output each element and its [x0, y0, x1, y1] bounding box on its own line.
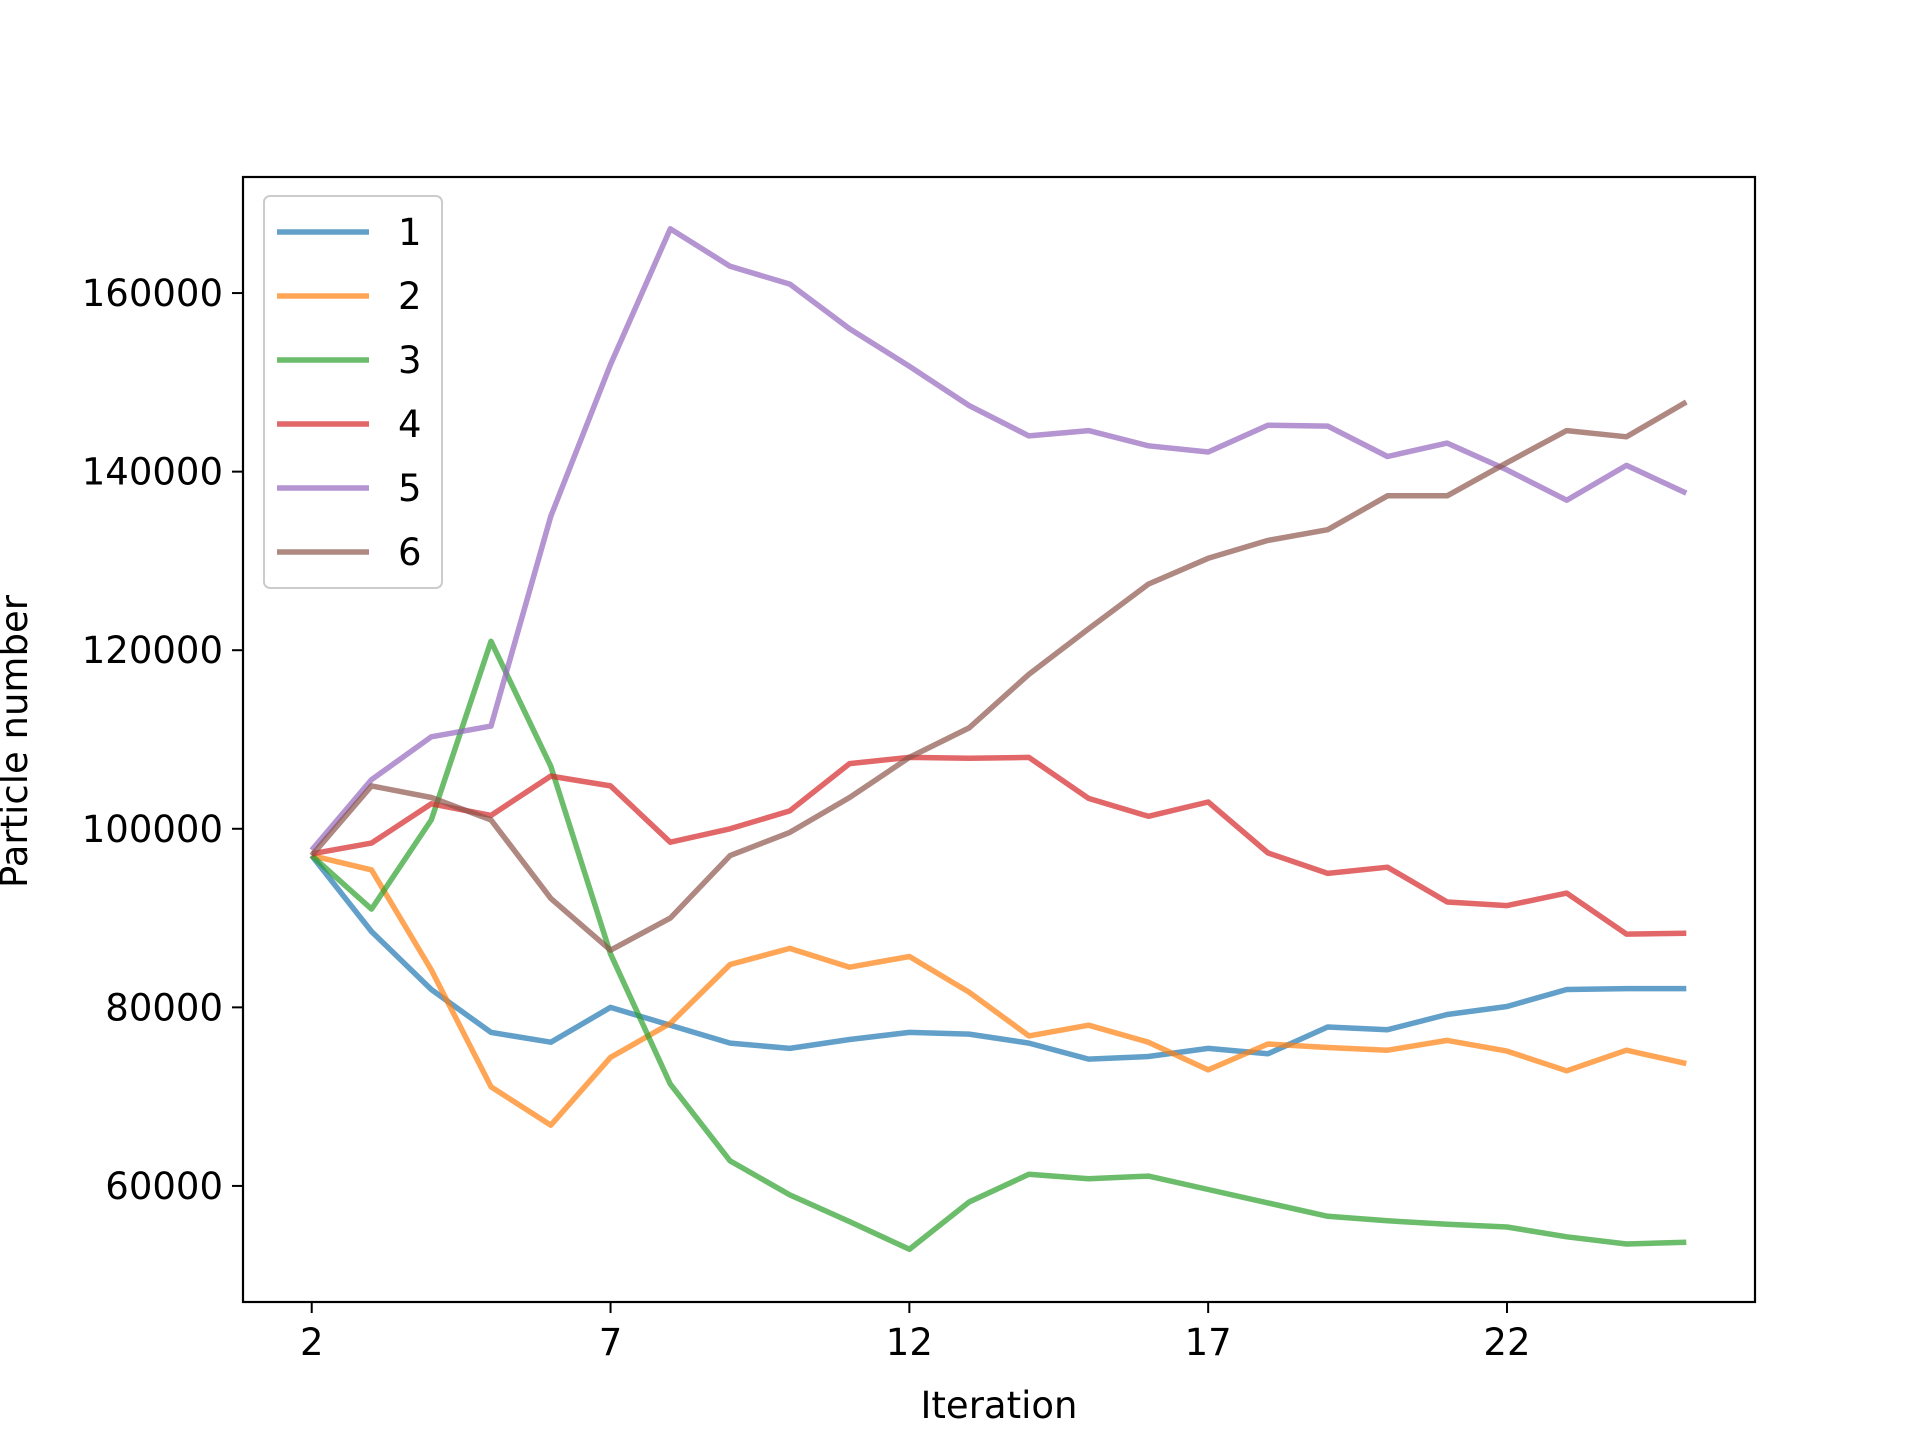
x-tick-label: 22 [1483, 1321, 1530, 1364]
plot-frame [241, 175, 1757, 1304]
legend-label-3: 3 [398, 339, 422, 382]
legend-box [263, 195, 443, 589]
series-line-4 [311, 754, 1687, 937]
y-tick-label: 80000 [105, 986, 223, 1029]
series-line-6 [309, 399, 1688, 953]
y-tick-label: 100000 [82, 808, 223, 851]
legend-label-4: 4 [398, 403, 422, 446]
y-tick-label: 60000 [105, 1165, 223, 1208]
series-line-5 [309, 226, 1688, 852]
series-line-1 [309, 853, 1687, 1062]
y-axis: 60000 80000 100000 120000 140000 160000 [82, 272, 243, 1208]
y-tick-label: 140000 [82, 451, 223, 494]
x-tick-label: 2 [300, 1321, 324, 1364]
legend-label-1: 1 [398, 211, 422, 254]
x-tick-label: 12 [886, 1321, 933, 1364]
series-line-2 [311, 852, 1687, 1128]
series-line-3 [309, 638, 1687, 1253]
x-axis-label: Iteration [921, 1384, 1078, 1427]
y-tick-label: 160000 [82, 272, 223, 315]
x-axis: 2 7 12 17 22 [300, 1302, 1531, 1364]
legend-label-5: 5 [398, 467, 422, 510]
legend-label-6: 6 [398, 531, 422, 574]
series-layer [309, 226, 1688, 1253]
x-tick-label: 17 [1185, 1321, 1232, 1364]
y-axis-label: Particle number [0, 594, 36, 888]
legend: 1 2 3 4 5 6 [263, 195, 443, 589]
legend-label-2: 2 [398, 275, 422, 318]
y-tick-label: 120000 [82, 629, 223, 672]
x-tick-label: 7 [599, 1321, 623, 1364]
